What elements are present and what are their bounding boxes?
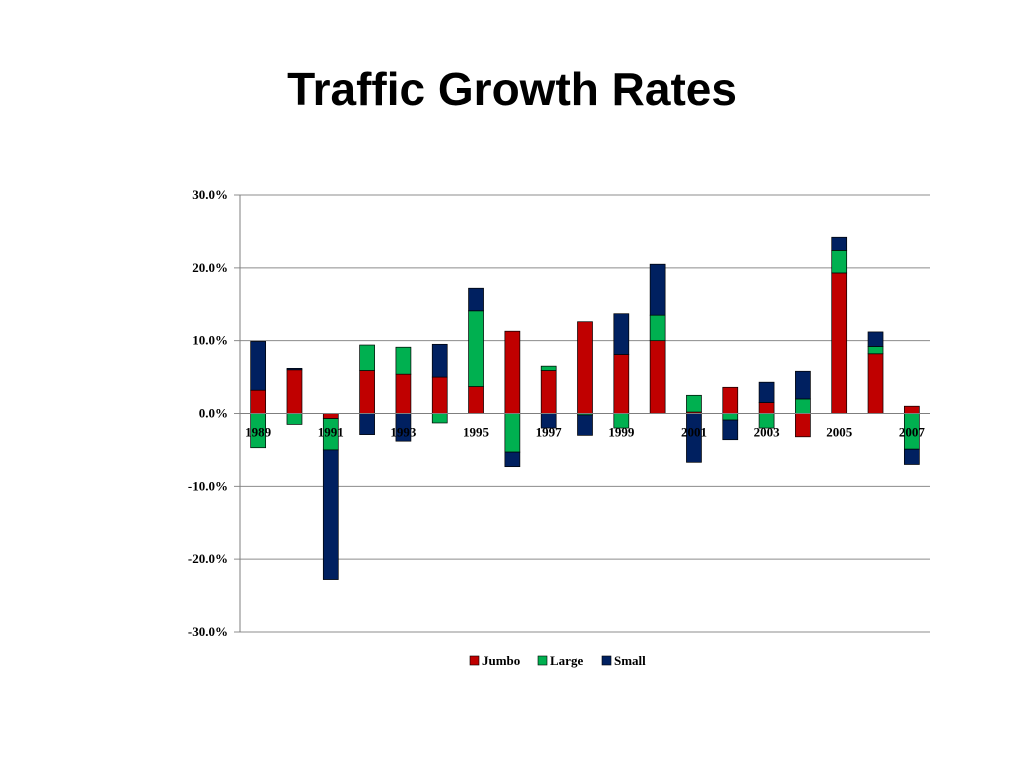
bar-small-2006	[867, 331, 884, 347]
legend-label-small: Small	[614, 653, 646, 668]
legend[interactable]: Jumbo Large Small	[469, 653, 646, 668]
bar-jumbo-1997	[540, 370, 557, 414]
bar-small-1990	[286, 367, 303, 371]
bar-small-1995	[468, 287, 484, 312]
bar-jumbo-1995	[468, 386, 484, 414]
bar-small-1996	[504, 451, 521, 468]
bar-large-1994	[431, 413, 448, 424]
x-tick-label: 2003	[754, 425, 781, 440]
bar-small-1999	[613, 313, 630, 355]
x-tick-label: 2001	[681, 425, 707, 440]
bar-large-1997	[540, 365, 557, 371]
bar-small-2002	[722, 419, 739, 441]
bar-jumbo-2005	[831, 272, 848, 414]
bar-large-1993	[395, 346, 412, 375]
x-tick-labels: 1989 1991 1993 1995 1997 1999 2001 2003 2005 2007	[245, 425, 925, 440]
axes	[239, 195, 930, 632]
bar-small-2005	[831, 236, 848, 251]
bar-large-1995	[468, 310, 484, 387]
y-tick-labels: 30.0% 20.0% 10.0% 0.0% -10.0% -20.0% -30.0%	[188, 187, 228, 639]
bar-small-1994	[431, 343, 448, 378]
bar-jumbo-2006	[867, 353, 884, 414]
bar-small-2000	[649, 263, 666, 316]
bar-jumbo-2000	[649, 340, 666, 414]
y-tick-label: -20.0%	[188, 551, 228, 566]
bar-large-2001	[686, 394, 702, 413]
page-title: Traffic Growth Rates	[287, 63, 737, 115]
x-tick-label: 1989	[245, 425, 272, 440]
bar-small-1998	[577, 414, 593, 436]
y-tick-label: 10.0%	[192, 333, 228, 348]
x-tick-label: 1993	[390, 425, 417, 440]
bar-jumbo-2004	[795, 413, 811, 438]
bar-jumbo-1996	[504, 330, 521, 414]
bars	[250, 236, 920, 580]
x-tick-label: 2005	[826, 425, 853, 440]
bar-large-2002	[722, 413, 739, 421]
bar-jumbo-1991	[322, 413, 339, 419]
legend-item-large[interactable]: Large	[537, 653, 583, 668]
bar-small-1989	[250, 341, 267, 391]
bar-small-1992	[359, 413, 375, 435]
bar-small-1991	[322, 449, 339, 580]
bar-large-1990	[286, 413, 303, 425]
bar-jumbo-1989	[250, 389, 267, 414]
bar-large-2006	[867, 346, 884, 355]
legend-item-jumbo[interactable]: Jumbo	[469, 653, 520, 668]
bar-small-2004	[795, 370, 811, 400]
x-tick-label: 1997	[536, 425, 563, 440]
x-tick-label: 1991	[318, 425, 344, 440]
y-tick-label: -10.0%	[188, 478, 228, 493]
y-tick-label: 0.0%	[199, 406, 228, 421]
bar-jumbo-1990	[286, 369, 303, 414]
y-tick-label: 20.0%	[192, 260, 228, 275]
bar-jumbo-2002	[722, 386, 739, 414]
bar-jumbo-1993	[395, 373, 412, 414]
legend-label-jumbo: Jumbo	[482, 653, 520, 668]
legend-item-small[interactable]: Small	[601, 653, 646, 668]
legend-label-large: Large	[550, 653, 583, 668]
bar-jumbo-1992	[359, 370, 375, 414]
x-tick-label: 1999	[608, 425, 635, 440]
bar-large-1992	[359, 344, 375, 371]
legend-swatch-small	[601, 655, 612, 666]
bar-jumbo-2007	[903, 405, 920, 414]
bar-small-2007	[903, 448, 920, 465]
bar-jumbo-2003	[758, 402, 775, 414]
bar-jumbo-1998	[577, 321, 593, 414]
x-tick-label: 1995	[463, 425, 490, 440]
y-tick-label: -30.0%	[188, 624, 228, 639]
x-tick-label: 2007	[899, 425, 926, 440]
y-tick-label: 30.0%	[192, 187, 228, 202]
bar-large-2000	[649, 314, 666, 342]
bar-jumbo-1999	[613, 354, 630, 414]
bar-large-2004	[795, 398, 811, 414]
legend-swatch-large	[537, 655, 548, 666]
bar-large-1996	[504, 413, 521, 453]
bar-large-2005	[831, 250, 848, 274]
bar-jumbo-1994	[431, 376, 448, 414]
bar-small-2003	[758, 381, 775, 403]
legend-swatch-jumbo	[469, 655, 480, 666]
